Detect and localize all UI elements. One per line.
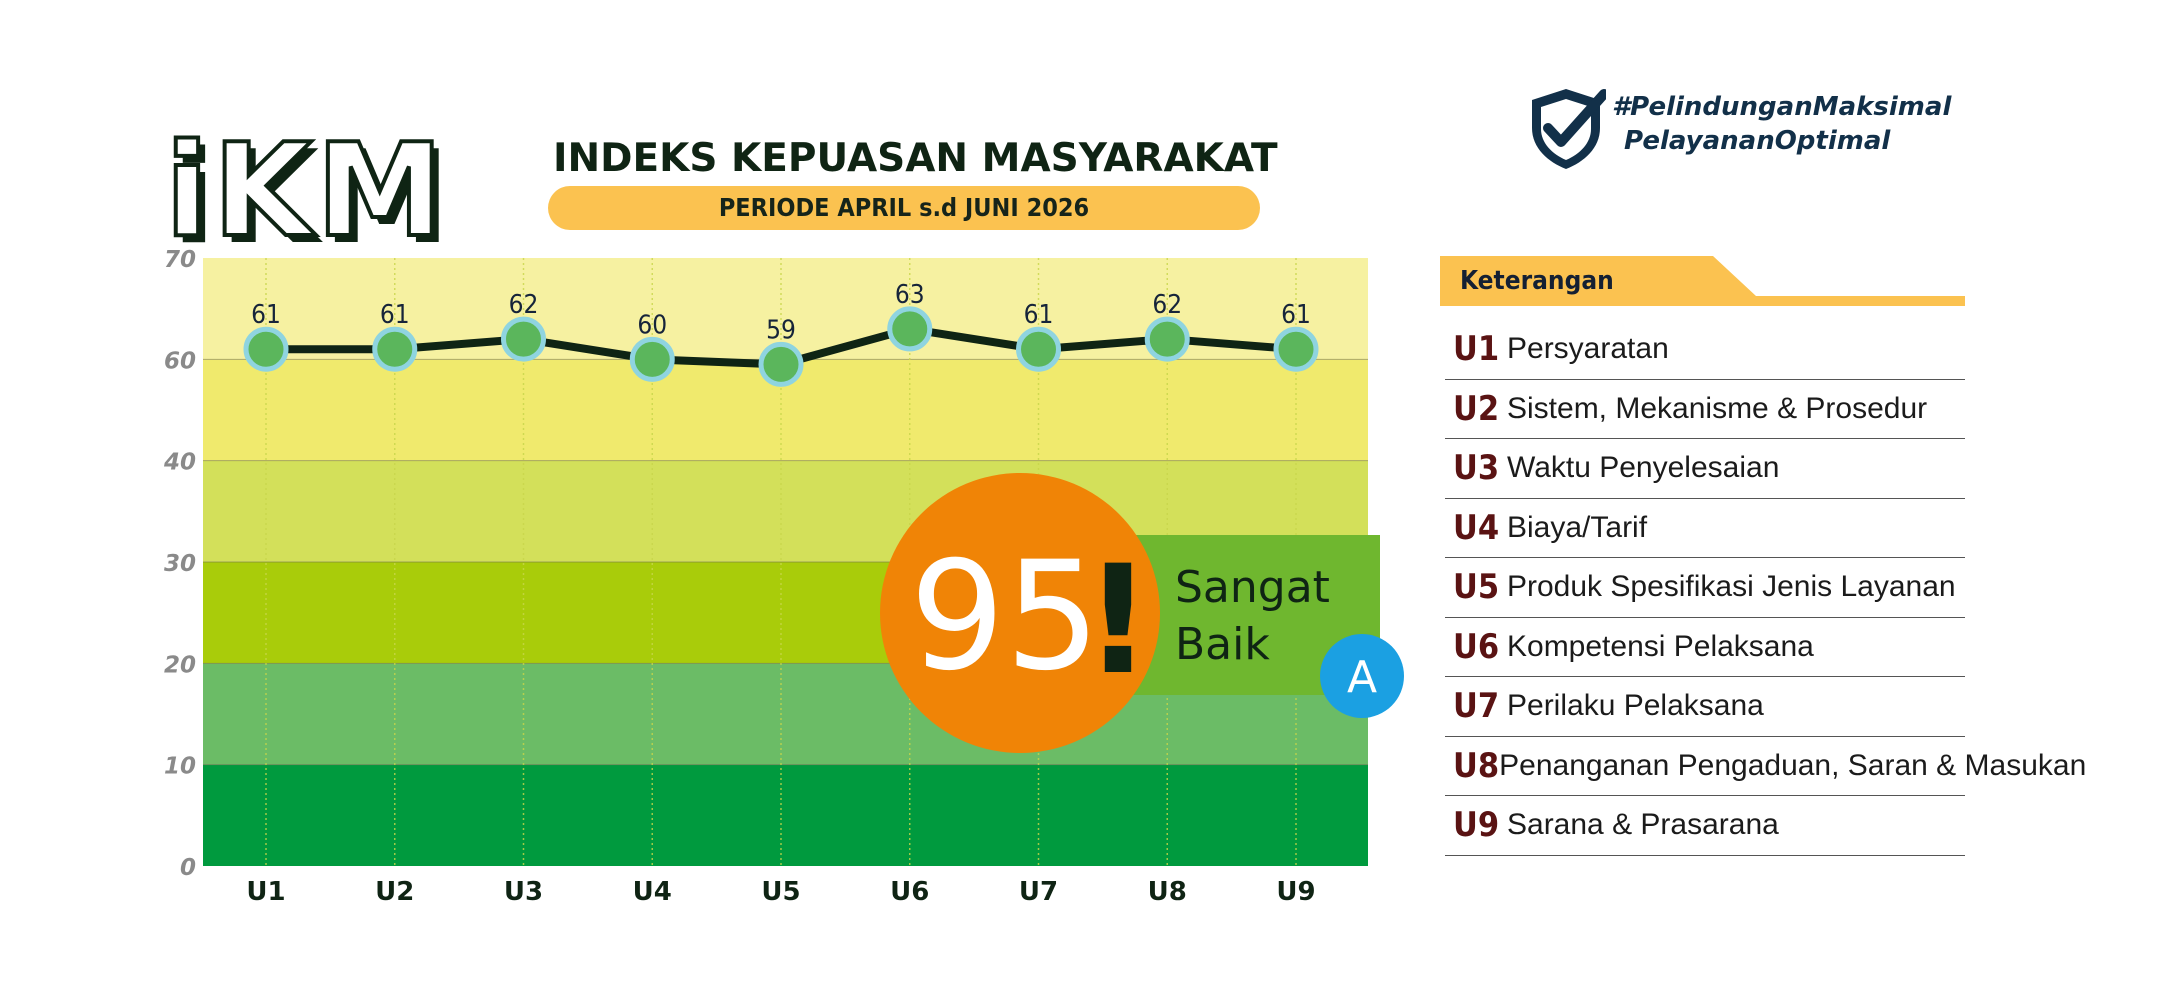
data-point	[1016, 326, 1061, 372]
data-point	[372, 326, 418, 372]
data-label: 59	[766, 315, 796, 345]
legend-item-code: U6	[1453, 626, 1500, 667]
score-label-line-2: Baik	[1175, 619, 1270, 670]
x-tick-label: U8	[1148, 877, 1187, 907]
legend-item-code: U8	[1453, 745, 1500, 786]
legend-item: U6 Kompetensi Pelaksana	[1445, 618, 1965, 677]
legend-item: U3 Waktu Penyelesaian	[1445, 439, 1965, 499]
page-title: INDEKS KEPUASAN MASYARAKAT	[553, 136, 1278, 181]
score-label-line-1: Sangat	[1175, 562, 1330, 613]
hashtag-line-2: PelayananOptimal	[1624, 126, 1891, 156]
legend-title: Keterangan	[1460, 266, 1614, 296]
data-label: 63	[895, 280, 925, 310]
x-axis-ticks: U1 U2 U3 U4 U5 U6 U7 U8 U9	[246, 877, 1315, 907]
data-label: 61	[1024, 300, 1054, 330]
x-tick-label: U4	[633, 877, 672, 907]
legend-item: U7 Perilaku Pelaksana	[1445, 677, 1965, 737]
x-tick-label: U3	[504, 877, 543, 907]
legend-item-code: U1	[1453, 329, 1500, 370]
ikm-logo: iKM	[163, 117, 448, 266]
legend-item-code: U5	[1453, 567, 1500, 608]
data-label: 61	[251, 300, 281, 330]
legend-item: U2 Sistem, Mekanisme & Prosedur	[1445, 380, 1965, 439]
y-tick-label: 40	[163, 450, 196, 476]
score-value: 95	[910, 530, 1101, 704]
hashtag-text: #PelindunganMaksimal PelayananOptimal	[1612, 90, 1951, 158]
y-tick-label: 20	[164, 652, 196, 678]
legend-item-label: Produk Spesifikasi Jenis Layanan	[1507, 570, 1956, 604]
chart-series: 61 61 62 60 59 63 61 62 61	[243, 280, 1319, 387]
legend-item-label: Sarana & Prasarana	[1507, 808, 1779, 842]
legend-item-code: U3	[1453, 448, 1500, 489]
data-label: 61	[1281, 300, 1311, 330]
x-tick-label: U1	[246, 877, 285, 907]
legend-item-label: Biaya/Tarif	[1507, 510, 1648, 544]
legend-item: U8 Penanganan Pengaduan, Saran & Masukan	[1445, 737, 2086, 796]
legend-item-label: Penanganan Pengaduan, Saran & Masukan	[1499, 748, 2087, 782]
data-label: 62	[509, 290, 539, 320]
y-axis-ticks: 0 10 20 30 40 60 70	[163, 247, 196, 881]
legend-item-label: Waktu Penyelesaian	[1507, 451, 1780, 485]
legend-item: U9 Sarana & Prasarana	[1445, 796, 1965, 856]
data-point	[243, 326, 289, 372]
data-point	[758, 341, 804, 387]
data-point	[1144, 316, 1190, 362]
legend-header-shape	[1440, 256, 1965, 306]
legend-item-code: U9	[1453, 805, 1500, 846]
x-tick-label: U5	[761, 877, 800, 907]
y-tick-label: 10	[164, 754, 196, 780]
y-tick-label: 70	[164, 247, 196, 273]
data-label: 62	[1152, 290, 1182, 320]
x-tick-label: U7	[1019, 877, 1058, 907]
data-label: 60	[637, 310, 667, 340]
period-badge: PERIODE APRIL s.d JUNI 2026	[548, 186, 1260, 230]
grade-letter: A	[1347, 652, 1377, 703]
grade-circle	[1320, 634, 1404, 718]
y-tick-label: 0	[180, 855, 196, 881]
data-point	[501, 316, 546, 362]
data-point	[629, 336, 675, 382]
legend-item-label: Perilaku Pelaksana	[1507, 689, 1764, 723]
background-band	[203, 764, 1368, 866]
y-tick-label: 60	[164, 348, 196, 374]
data-label: 61	[380, 300, 410, 330]
shield-check-icon	[1532, 89, 1606, 169]
score-exclamation: !	[1084, 534, 1152, 708]
legend-panel: Keterangan U1 Persyaratan U2 Sistem, Mekani…	[1440, 256, 2086, 856]
data-point	[1273, 326, 1319, 372]
legend-item-code: U4	[1453, 507, 1500, 548]
x-tick-label: U6	[890, 877, 929, 907]
legend-item: U5 Produk Spesifikasi Jenis Layanan	[1445, 558, 1965, 618]
legend-item-label: Kompetensi Pelaksana	[1507, 629, 1814, 663]
legend-item-label: Persyaratan	[1507, 332, 1669, 366]
legend-list: U1 Persyaratan U2 Sistem, Mekanisme & Prose…	[1440, 320, 2086, 856]
score-circle	[880, 473, 1160, 753]
legend-item-code: U2	[1453, 388, 1500, 429]
legend-item-code: U7	[1453, 686, 1500, 727]
score-badge: Sangat Baik 95 ! A	[880, 473, 1404, 753]
legend-header: Keterangan	[1440, 256, 2020, 308]
hashtag-line-1: #PelindunganMaksimal	[1612, 92, 1952, 122]
data-point	[887, 306, 933, 352]
legend-item: U4 Biaya/Tarif	[1445, 499, 1965, 558]
y-tick-label: 30	[164, 551, 196, 577]
x-tick-label: U9	[1276, 877, 1315, 907]
x-tick-label: U2	[375, 877, 414, 907]
legend-item-label: Sistem, Mekanisme & Prosedur	[1507, 391, 1928, 425]
legend-item: U1 Persyaratan	[1445, 320, 1965, 380]
